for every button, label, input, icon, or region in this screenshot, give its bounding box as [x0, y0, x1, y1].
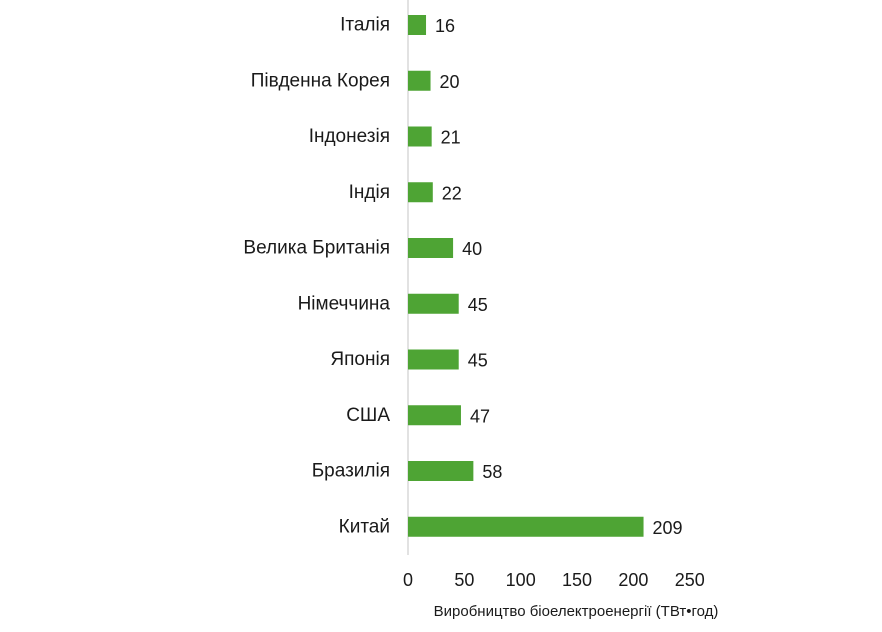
x-axis-title: Виробництво біоелектроенергії (ТВт•год) [434, 603, 719, 620]
value-label: 16 [435, 16, 455, 36]
bar [408, 516, 644, 537]
value-label: 47 [470, 406, 490, 426]
category-labels-group: Італія Південна Корея Індонезія Індія Велика… [243, 15, 390, 538]
bar [408, 349, 459, 370]
value-labels-group: 16 20 21 22 40 45 45 47 58 209 [435, 16, 683, 538]
value-label: 45 [468, 351, 488, 371]
x-tick-label: 0 [403, 570, 413, 590]
value-label: 58 [482, 462, 502, 482]
x-tick-labels-group: 0 50 100 150 200 250 [403, 570, 705, 590]
bar [408, 238, 454, 258]
value-label: 22 [442, 183, 462, 203]
value-label: 21 [441, 128, 461, 148]
x-tick-label: 250 [675, 570, 705, 590]
category-label: Індонезія [309, 126, 390, 147]
category-label: Італія [340, 15, 390, 36]
category-label: США [346, 405, 390, 426]
x-tick-label: 200 [618, 570, 648, 590]
x-tick-label: 100 [506, 570, 536, 590]
value-label: 45 [468, 295, 488, 315]
bar [408, 15, 427, 35]
bar [408, 461, 474, 481]
category-label: Індія [349, 182, 390, 203]
bar [408, 126, 432, 147]
x-tick-label: 150 [562, 570, 592, 590]
value-label: 209 [653, 518, 683, 538]
bar [408, 182, 433, 203]
bar [408, 405, 461, 426]
bar [408, 70, 431, 91]
x-tick-label: 50 [454, 570, 474, 590]
value-label: 40 [462, 239, 482, 259]
category-label: Південна Корея [251, 70, 390, 91]
bar [408, 293, 459, 314]
category-label: Велика Британія [243, 238, 390, 259]
category-label: Німеччина [298, 293, 391, 314]
value-label: 20 [440, 72, 460, 92]
category-label: Китай [339, 516, 390, 537]
category-label: Бразилія [312, 461, 390, 482]
bars-group [408, 15, 644, 537]
category-label: Японія [330, 349, 390, 370]
